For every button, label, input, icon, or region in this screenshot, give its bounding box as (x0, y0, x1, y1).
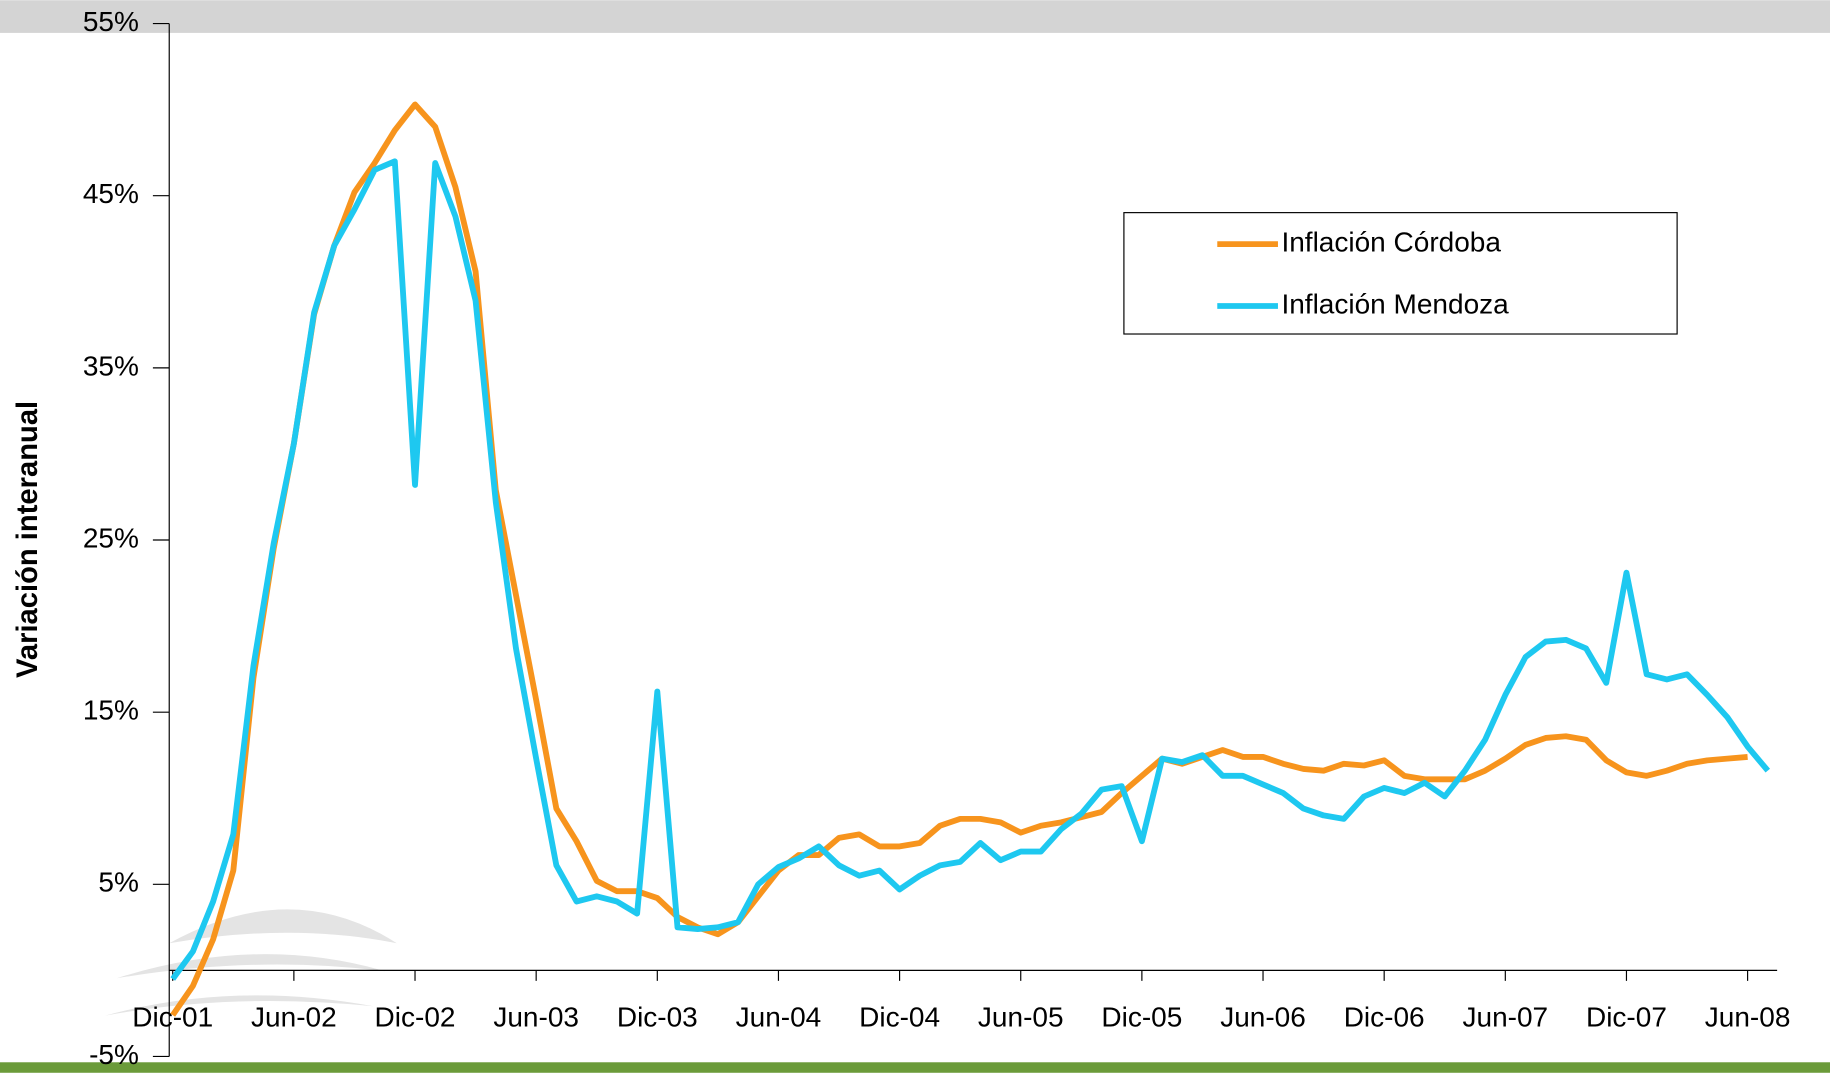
decoration (105, 909, 397, 1015)
x-tick-label: Dic-07 (1586, 1001, 1667, 1032)
legend-label: Inflación Mendoza (1281, 288, 1509, 319)
x-tick-label: Dic-05 (1101, 1001, 1182, 1032)
y-tick-label: 45% (83, 178, 139, 209)
y-tick-label: 55% (83, 6, 139, 37)
x-tick-label: Dic-04 (859, 1001, 940, 1032)
x-tick-label: Jun-03 (493, 1001, 579, 1032)
y-axis-title: Variación interanual (12, 401, 44, 678)
y-tick-label: 15% (83, 695, 139, 726)
swoosh (117, 954, 385, 978)
footer-band (0, 1062, 1830, 1073)
x-tick-label: Jun-02 (251, 1001, 337, 1032)
x-tick-label: Jun-08 (1705, 1001, 1791, 1032)
x-tick-label: Jun-06 (1220, 1001, 1306, 1032)
header-band (0, 0, 1830, 33)
y-tick-label: 35% (83, 350, 139, 381)
x-tick-label: Dic-06 (1344, 1001, 1425, 1032)
y-tick-label: 25% (83, 522, 139, 553)
chart: Variación interanual -5% 5% 15% 25% 35% 45% 55… (0, 0, 1830, 1073)
x-tick-label: Jun-05 (978, 1001, 1064, 1032)
page: {"chart_data": {"type": "line", "y_label… (0, 0, 1830, 1073)
x-tick-label: Jun-07 (1463, 1001, 1549, 1032)
y-tick-label: 5% (98, 867, 138, 898)
x-tick-label: Dic-02 (375, 1001, 456, 1032)
legend: Inflación Córdoba Inflación Mendoza (1124, 213, 1677, 334)
x-tick-label: Dic-01 (132, 1001, 213, 1032)
x-tick-label: Dic-03 (617, 1001, 698, 1032)
legend-label: Inflación Córdoba (1281, 227, 1501, 258)
x-tick-label: Jun-04 (736, 1001, 822, 1032)
y-tick-label: -5% (89, 1039, 139, 1070)
